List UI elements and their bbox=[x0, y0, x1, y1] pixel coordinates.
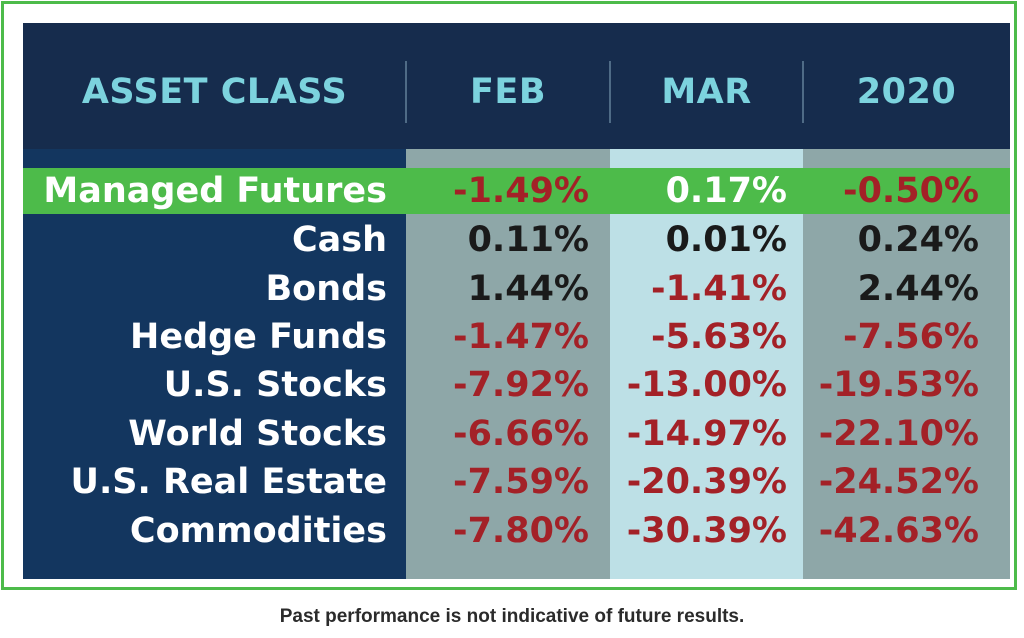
year-2020-value: -0.50% bbox=[843, 171, 979, 211]
row-label: Cash bbox=[291, 220, 387, 260]
mar-value: -13.00% bbox=[626, 365, 787, 405]
feb-value: -6.66% bbox=[453, 414, 589, 454]
feb-value: -1.47% bbox=[453, 317, 589, 357]
table-row: U.S. Stocks -7.92% -13.00% -19.53% bbox=[23, 361, 1010, 409]
table-row: Hedge Funds -1.47% -5.63% -7.56% bbox=[23, 313, 1010, 361]
row-label: Bonds bbox=[265, 269, 387, 309]
mar-column-background bbox=[610, 149, 803, 579]
table-header bbox=[23, 23, 1010, 149]
year-2020-column-background bbox=[803, 149, 1010, 579]
year-2020-value: 0.24% bbox=[857, 220, 979, 260]
year-2020-value: -42.63% bbox=[818, 511, 979, 551]
header-divider bbox=[802, 61, 804, 123]
year-2020-value: 2.44% bbox=[857, 269, 979, 309]
table-row: Managed Futures -1.49% 0.17% -0.50% bbox=[23, 167, 1010, 215]
table-row: U.S. Real Estate -7.59% -20.39% -24.52% bbox=[23, 458, 1010, 506]
row-label: World Stocks bbox=[128, 414, 387, 454]
year-2020-value: -19.53% bbox=[818, 365, 979, 405]
table-row: World Stocks -6.66% -14.97% -22.10% bbox=[23, 410, 1010, 458]
performance-table: ASSET CLASS FEB MAR 2020 Managed Futures… bbox=[23, 23, 1010, 579]
year-2020-value: -24.52% bbox=[818, 462, 979, 502]
year-2020-value: -7.56% bbox=[843, 317, 979, 357]
header-2020: 2020 bbox=[856, 72, 957, 112]
year-2020-value: -22.10% bbox=[818, 414, 979, 454]
header-divider bbox=[405, 61, 407, 123]
row-label: Commodities bbox=[129, 511, 387, 551]
feb-value: -7.92% bbox=[453, 365, 589, 405]
mar-value: -20.39% bbox=[626, 462, 787, 502]
mar-value: -30.39% bbox=[626, 511, 787, 551]
mar-value: -1.41% bbox=[651, 269, 787, 309]
feb-value: -1.49% bbox=[453, 171, 589, 211]
row-label: U.S. Real Estate bbox=[70, 462, 387, 502]
row-label: U.S. Stocks bbox=[163, 365, 387, 405]
table-row: Cash 0.11% 0.01% 0.24% bbox=[23, 216, 1010, 264]
feb-column-background bbox=[406, 149, 610, 579]
mar-value: -14.97% bbox=[626, 414, 787, 454]
row-label: Managed Futures bbox=[43, 171, 387, 211]
highlight-row-background bbox=[23, 168, 1010, 214]
header-divider bbox=[609, 61, 611, 123]
feb-value: 1.44% bbox=[467, 269, 589, 309]
header-feb: FEB bbox=[470, 72, 546, 112]
table-row: Commodities -7.80% -30.39% -42.63% bbox=[23, 507, 1010, 555]
mar-value: 0.01% bbox=[665, 220, 787, 260]
feb-value: -7.59% bbox=[453, 462, 589, 502]
table-row: Bonds 1.44% -1.41% 2.44% bbox=[23, 265, 1010, 313]
feb-value: -7.80% bbox=[453, 511, 589, 551]
feb-value: 0.11% bbox=[467, 220, 589, 260]
header-mar: MAR bbox=[661, 72, 752, 112]
header-asset-class: ASSET CLASS bbox=[81, 72, 348, 112]
footnote: Past performance is not indicative of fu… bbox=[279, 606, 745, 627]
chart-frame: ASSET CLASS FEB MAR 2020 Managed Futures… bbox=[1, 1, 1017, 590]
mar-value: -5.63% bbox=[651, 317, 787, 357]
row-label: Hedge Funds bbox=[130, 317, 387, 357]
mar-value: 0.17% bbox=[665, 171, 787, 211]
